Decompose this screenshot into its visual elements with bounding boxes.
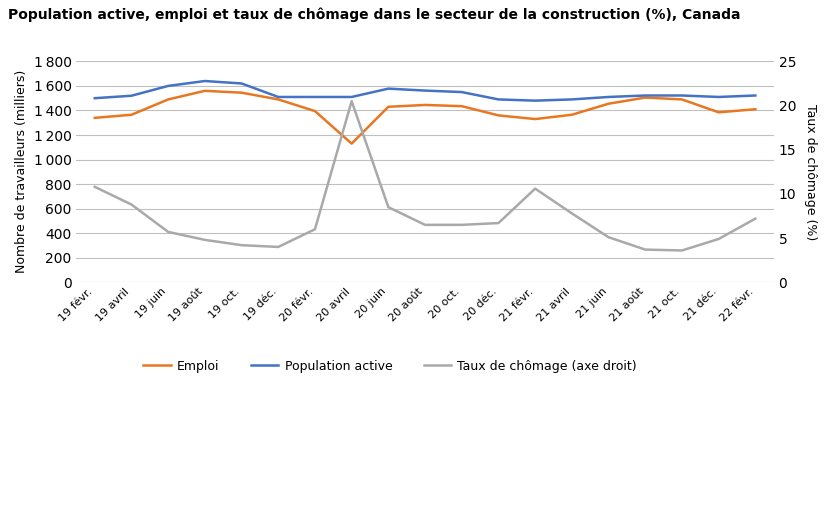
Line: Emploi: Emploi — [95, 91, 755, 144]
Taux de chômage (axe droit) — [384, 204, 394, 210]
Taux de chômage (axe droit) — [420, 222, 430, 228]
Taux de chômage (axe droit) — [641, 246, 651, 252]
Line: Taux de chômage (axe droit): Taux de chômage (axe droit) — [95, 101, 755, 250]
Emploi — [641, 95, 651, 101]
Population active — [273, 94, 283, 100]
Taux de chômage (axe droit) — [273, 244, 283, 250]
Population active — [310, 94, 320, 100]
Emploi — [90, 115, 100, 121]
Population active — [420, 87, 430, 94]
Taux de chômage (axe droit) — [163, 229, 173, 235]
Emploi — [200, 88, 210, 94]
Emploi — [750, 106, 760, 112]
Text: Population active, emploi et taux de chômage dans le secteur de la construction : Population active, emploi et taux de chô… — [8, 8, 740, 22]
Population active — [384, 85, 394, 91]
Taux de chômage (axe droit) — [90, 184, 100, 190]
Line: Population active: Population active — [95, 81, 755, 101]
Emploi — [163, 97, 173, 103]
Emploi — [530, 116, 540, 122]
Taux de chômage (axe droit) — [457, 222, 467, 228]
Population active — [677, 92, 687, 99]
Taux de chômage (axe droit) — [200, 237, 210, 243]
Emploi — [347, 141, 357, 147]
Legend: Emploi, Population active, Taux de chômage (axe droit): Emploi, Population active, Taux de chôma… — [138, 355, 642, 378]
Taux de chômage (axe droit) — [493, 220, 503, 226]
Emploi — [236, 89, 246, 96]
Population active — [126, 92, 136, 99]
Emploi — [567, 112, 577, 118]
Emploi — [493, 112, 503, 119]
Emploi — [714, 109, 724, 115]
Population active — [603, 94, 613, 100]
Population active — [236, 80, 246, 86]
Emploi — [677, 97, 687, 103]
Population active — [530, 98, 540, 104]
Y-axis label: Nombre de travailleurs (milliers): Nombre de travailleurs (milliers) — [15, 70, 28, 273]
Taux de chômage (axe droit) — [714, 236, 724, 242]
Emploi — [126, 112, 136, 118]
Taux de chômage (axe droit) — [567, 211, 577, 217]
Taux de chômage (axe droit) — [530, 185, 540, 192]
Taux de chômage (axe droit) — [347, 98, 357, 104]
Population active — [750, 92, 760, 99]
Emploi — [457, 103, 467, 109]
Population active — [567, 97, 577, 103]
Taux de chômage (axe droit) — [236, 242, 246, 248]
Population active — [457, 89, 467, 95]
Population active — [641, 92, 651, 99]
Population active — [200, 78, 210, 84]
Taux de chômage (axe droit) — [603, 234, 613, 240]
Emploi — [273, 97, 283, 103]
Emploi — [603, 101, 613, 107]
Population active — [493, 97, 503, 103]
Emploi — [384, 104, 394, 110]
Taux de chômage (axe droit) — [310, 226, 320, 233]
Population active — [347, 94, 357, 100]
Population active — [714, 94, 724, 100]
Population active — [163, 83, 173, 89]
Taux de chômage (axe droit) — [126, 201, 136, 207]
Taux de chômage (axe droit) — [677, 247, 687, 253]
Y-axis label: Taux de chômage (%): Taux de chômage (%) — [804, 104, 817, 240]
Emploi — [420, 102, 430, 108]
Taux de chômage (axe droit) — [750, 216, 760, 222]
Emploi — [310, 108, 320, 114]
Population active — [90, 95, 100, 101]
